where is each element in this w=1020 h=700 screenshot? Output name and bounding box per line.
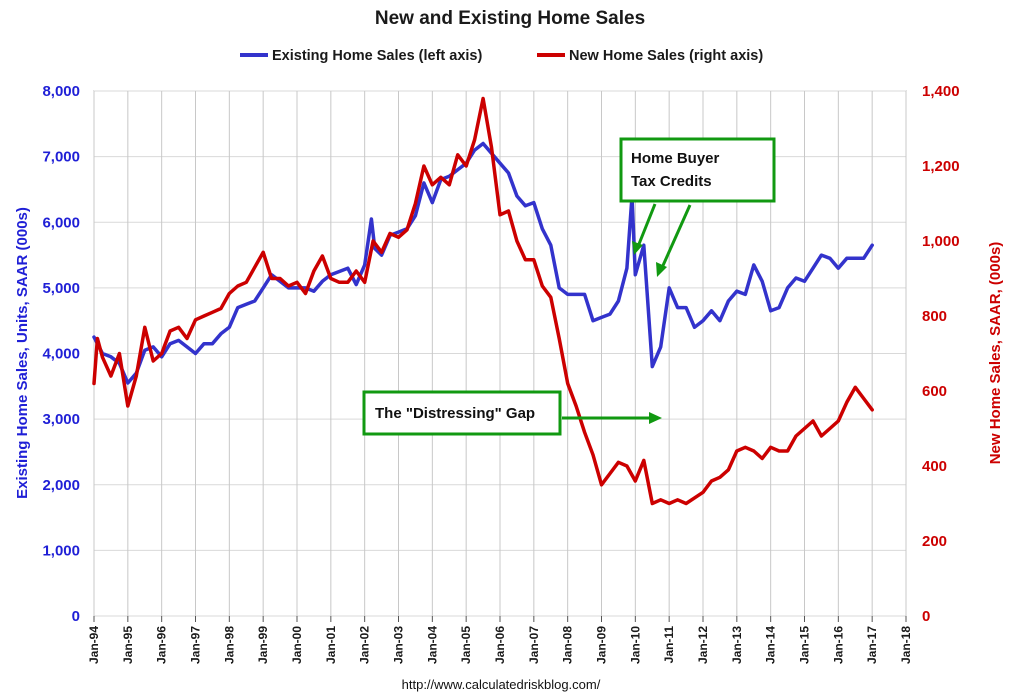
right-tick-label: 200 (922, 533, 947, 550)
x-tick-label: Jan-94 (87, 626, 101, 664)
x-tick-label: Jan-96 (155, 626, 169, 664)
tax-credits-arrow-1 (635, 203, 657, 250)
left-tick-label: 4,000 (42, 346, 80, 363)
x-tick-label: Jan-95 (121, 626, 135, 664)
x-tick-label: Jan-03 (392, 626, 406, 664)
x-tick-label: Jan-14 (764, 626, 778, 664)
x-axis-ticks: Jan-94 Jan-95 Jan-96 Jan-97 Jan-98 Jan-99 Jan-… (87, 616, 913, 664)
series-layer (92, 96, 874, 506)
right-tick-label: 1,000 (922, 233, 960, 250)
right-axis-title: New Home Sales, SAAR, (000s) (987, 242, 1004, 465)
left-tick-label: 3,000 (42, 411, 80, 428)
right-tick-label: 400 (922, 458, 947, 475)
x-tick-label: Jan-99 (256, 626, 270, 664)
x-tick-label: Jan-17 (865, 626, 879, 664)
right-axis-ticks: 0 200 400 600 800 1,000 1,200 1,400 (922, 83, 960, 625)
right-tick-label: 1,400 (922, 83, 960, 100)
x-tick-label: Jan-16 (831, 626, 845, 664)
left-tick-label: 6,000 (42, 214, 80, 231)
left-tick-label: 7,000 (42, 149, 80, 166)
left-tick-label: 2,000 (42, 477, 80, 494)
right-tick-label: 0 (922, 608, 930, 625)
tax-credits-line2: Tax Credits (631, 173, 712, 190)
legend-label-new: New Home Sales (right axis) (569, 48, 763, 64)
annotation-tax-credits: Home Buyer Tax Credits (619, 137, 776, 277)
left-tick-label: 5,000 (42, 280, 80, 297)
legend-label-existing: Existing Home Sales (left axis) (272, 48, 482, 64)
x-tick-label: Jan-05 (459, 626, 473, 664)
x-tick-label: Jan-08 (561, 626, 575, 664)
x-tick-label: Jan-11 (662, 626, 676, 664)
existing-home-sales-line (92, 141, 874, 385)
x-tick-label: Jan-98 (222, 626, 236, 664)
left-axis-ticks: 0 1,000 2,000 3,000 4,000 5,000 6,000 7,000 8,00… (42, 83, 80, 625)
x-tick-label: Jan-97 (189, 626, 203, 664)
right-tick-label: 800 (922, 308, 947, 325)
x-tick-label: Jan-06 (493, 626, 507, 664)
chart-title: New and Existing Home Sales (375, 8, 645, 29)
new-home-sales-line (92, 96, 874, 506)
left-tick-label: 1,000 (42, 542, 80, 559)
x-tick-label: Jan-04 (425, 626, 439, 664)
source-url: http://www.calculatedriskblog.com/ (402, 677, 601, 692)
legend: Existing Home Sales (left axis) New Home… (240, 48, 763, 64)
left-tick-label: 8,000 (42, 83, 80, 100)
x-tick-label: Jan-12 (696, 626, 710, 664)
x-tick-label: Jan-01 (324, 626, 338, 664)
tax-credits-arrowhead-2 (656, 262, 667, 277)
x-tick-label: Jan-13 (730, 626, 744, 664)
left-tick-label: 0 (72, 608, 80, 625)
gap-box (362, 390, 562, 436)
right-tick-label: 600 (922, 383, 947, 400)
left-axis-title: Existing Home Sales, Units, SAAR (000s) (14, 207, 31, 499)
grid-vertical (93, 91, 907, 616)
x-tick-label: Jan-18 (899, 626, 913, 664)
tax-credits-line1: Home Buyer (631, 150, 720, 167)
gap-label: The "Distressing" Gap (375, 405, 535, 422)
annotation-gap: The "Distressing" Gap (362, 390, 662, 436)
x-tick-label: Jan-02 (358, 626, 372, 664)
tax-credits-arrow-2 (659, 204, 692, 271)
x-tick-label: Jan-10 (628, 626, 642, 664)
x-tick-label: Jan-15 (798, 626, 812, 664)
x-tick-label: Jan-09 (595, 626, 609, 664)
gap-arrowhead (649, 412, 662, 424)
x-tick-label: Jan-00 (290, 626, 304, 664)
tax-credits-arrowhead-1 (632, 241, 643, 255)
tax-credits-box (619, 137, 776, 203)
right-tick-label: 1,200 (922, 158, 960, 175)
x-tick-label: Jan-07 (527, 626, 541, 664)
